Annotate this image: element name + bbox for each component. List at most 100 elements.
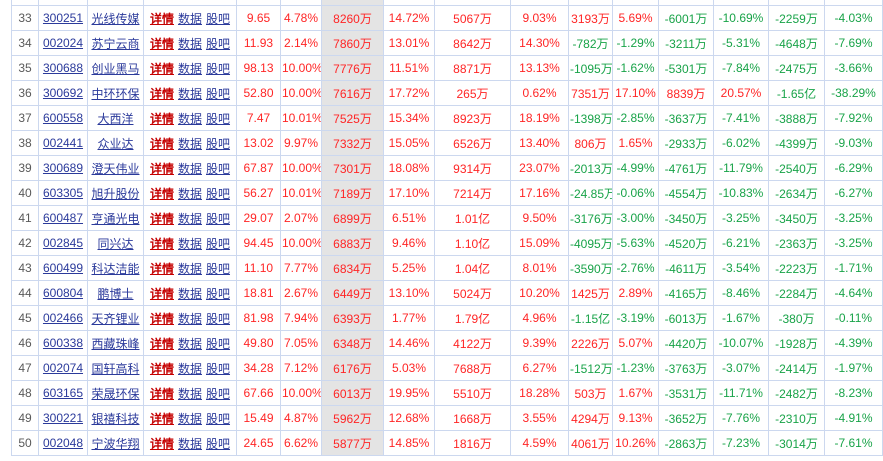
guba-link[interactable]: 股吧 (206, 336, 231, 351)
guba-link[interactable]: 股吧 (206, 136, 231, 151)
data-link[interactable]: 数据 (177, 36, 202, 51)
guba-link[interactable]: 股吧 (206, 11, 231, 26)
stock-name-link[interactable]: 苏宁云商 (91, 36, 140, 51)
stock-name-link[interactable]: 西藏珠峰 (91, 336, 140, 351)
cell-main-net-inflow: 6176万 (321, 355, 384, 381)
stock-code-link[interactable]: 002074 (42, 361, 84, 375)
stock-code-link[interactable]: 600804 (42, 286, 84, 300)
guba-link[interactable]: 股吧 (206, 36, 231, 51)
stock-name-link[interactable]: 荣晟环保 (91, 386, 140, 401)
stock-code-link[interactable]: 600338 (42, 336, 84, 350)
detail-link[interactable]: 详情 (149, 36, 174, 51)
detail-link[interactable]: 详情 (149, 311, 174, 326)
stock-code-link[interactable]: 300688 (42, 61, 84, 75)
detail-link[interactable]: 详情 (149, 236, 174, 251)
detail-link[interactable]: 详情 (149, 86, 174, 101)
data-link[interactable]: 数据 (177, 261, 202, 276)
stock-code-link[interactable]: 603305 (42, 186, 84, 200)
guba-link[interactable]: 股吧 (206, 86, 231, 101)
stock-code-link[interactable]: 300692 (42, 86, 84, 100)
data-link[interactable]: 数据 (177, 411, 202, 426)
data-link[interactable]: 数据 (177, 136, 202, 151)
stock-name-link[interactable]: 亨通光电 (91, 211, 140, 226)
cell-stock-code: 300692 (38, 80, 88, 106)
stock-name-link[interactable]: 天齐锂业 (91, 311, 140, 326)
stock-name-link[interactable]: 旭升股份 (91, 186, 140, 201)
guba-link[interactable]: 股吧 (206, 111, 231, 126)
data-link[interactable]: 数据 (177, 11, 202, 26)
stock-code-link[interactable]: 600499 (42, 261, 84, 275)
stock-code-link[interactable]: 002441 (42, 136, 84, 150)
data-link[interactable]: 数据 (177, 236, 202, 251)
stock-code-link[interactable]: 300251 (42, 11, 84, 25)
detail-link[interactable]: 详情 (149, 336, 174, 351)
data-link[interactable]: 数据 (177, 211, 202, 226)
data-link[interactable]: 数据 (177, 386, 202, 401)
cell-main-net-inflow: 6013万 (321, 380, 384, 406)
data-link[interactable]: 数据 (177, 111, 202, 126)
stock-code-link[interactable]: 300221 (42, 411, 84, 425)
table-row: 40 603305 旭升股份 详情 数据 股吧 56.27 10.01% 7189万… (11, 180, 883, 206)
cell-xlarge-net-inflow: 1.10亿 (434, 230, 511, 256)
stock-name-link[interactable]: 同兴达 (97, 236, 134, 251)
guba-link[interactable]: 股吧 (206, 186, 231, 201)
data-link[interactable]: 数据 (177, 61, 202, 76)
stock-name-link[interactable]: 宁波华翔 (91, 436, 140, 451)
detail-link[interactable]: 详情 (149, 436, 174, 451)
data-link[interactable]: 数据 (177, 361, 202, 376)
guba-link[interactable]: 股吧 (206, 211, 231, 226)
detail-link[interactable]: 详情 (149, 161, 174, 176)
guba-link[interactable]: 股吧 (206, 386, 231, 401)
detail-link[interactable]: 详情 (149, 411, 174, 426)
detail-link[interactable]: 详情 (149, 186, 174, 201)
cell-xlarge-net-percent: 14.30% (510, 30, 569, 56)
guba-link[interactable]: 股吧 (206, 236, 231, 251)
stock-name-link[interactable]: 科达洁能 (91, 261, 140, 276)
detail-link[interactable]: 详情 (149, 11, 174, 26)
stock-name-link[interactable]: 国轩高科 (91, 361, 140, 376)
stock-name-link[interactable]: 大西洋 (97, 111, 134, 126)
detail-link[interactable]: 详情 (149, 361, 174, 376)
stock-code-link[interactable]: 600487 (42, 211, 84, 225)
guba-link[interactable]: 股吧 (206, 161, 231, 176)
data-link[interactable]: 数据 (177, 336, 202, 351)
stock-name-link[interactable]: 光线传媒 (91, 11, 140, 26)
guba-link[interactable]: 股吧 (206, 286, 231, 301)
stock-code-link[interactable]: 002466 (42, 311, 84, 325)
guba-link[interactable]: 股吧 (206, 311, 231, 326)
stock-name-link[interactable]: 众业达 (97, 136, 134, 151)
guba-link[interactable]: 股吧 (206, 61, 231, 76)
detail-link[interactable]: 详情 (149, 261, 174, 276)
stock-name-link[interactable]: 澄天伟业 (91, 161, 140, 176)
detail-link[interactable]: 详情 (149, 136, 174, 151)
detail-link[interactable]: 详情 (149, 61, 174, 76)
cell-main-net-percent: 14.46% (383, 330, 435, 356)
data-link[interactable]: 数据 (177, 86, 202, 101)
table-body: 33 300251 光线传媒 详情 数据 股吧 9.65 4.78% 8260万 1… (11, 0, 883, 456)
data-link[interactable]: 数据 (177, 436, 202, 451)
guba-link[interactable]: 股吧 (206, 361, 231, 376)
data-link[interactable]: 数据 (177, 186, 202, 201)
cell-stock-code: 300251 (38, 5, 88, 31)
detail-link[interactable]: 详情 (149, 286, 174, 301)
stock-name-link[interactable]: 创业黑马 (91, 61, 140, 76)
detail-link[interactable]: 详情 (149, 386, 174, 401)
stock-code-link[interactable]: 300689 (42, 161, 84, 175)
cell-change-percent: 7.94% (280, 305, 322, 331)
guba-link[interactable]: 股吧 (206, 411, 231, 426)
stock-code-link[interactable]: 002845 (42, 236, 84, 250)
stock-name-link[interactable]: 银禧科技 (91, 411, 140, 426)
stock-code-link[interactable]: 600558 (42, 111, 84, 125)
stock-code-link[interactable]: 002024 (42, 36, 84, 50)
data-link[interactable]: 数据 (177, 161, 202, 176)
detail-link[interactable]: 详情 (149, 211, 174, 226)
data-link[interactable]: 数据 (177, 286, 202, 301)
stock-name-link[interactable]: 中环环保 (91, 86, 140, 101)
detail-link[interactable]: 详情 (149, 111, 174, 126)
guba-link[interactable]: 股吧 (206, 436, 231, 451)
data-link[interactable]: 数据 (177, 311, 202, 326)
stock-code-link[interactable]: 002048 (42, 436, 84, 450)
guba-link[interactable]: 股吧 (206, 261, 231, 276)
stock-code-link[interactable]: 603165 (42, 386, 84, 400)
stock-name-link[interactable]: 鹏博士 (97, 286, 134, 301)
